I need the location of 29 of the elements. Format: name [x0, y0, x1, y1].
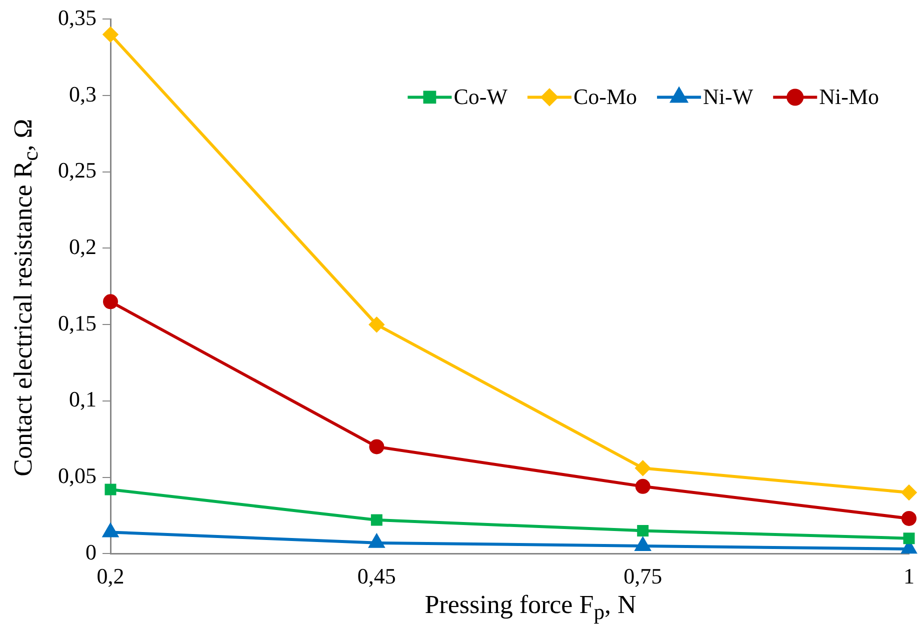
point	[103, 294, 118, 310]
y-tick-label: 0	[86, 539, 96, 564]
y-tick-label: 0,3	[69, 81, 96, 106]
x-tick-label: 0,2	[96, 564, 124, 589]
point	[369, 317, 384, 332]
x-tick-label: 0,45	[357, 564, 396, 589]
point	[103, 26, 118, 42]
x-axis-title: Pressing force F$_{p}$, N	[424, 590, 638, 626]
legend-label: Co-W	[454, 84, 508, 109]
y-tick-label: 0,35	[58, 4, 96, 30]
legend-label: Ni-Mo	[819, 84, 880, 109]
point	[369, 439, 384, 454]
point	[903, 532, 915, 544]
point	[635, 478, 650, 494]
y-tick-label: 0,15	[58, 310, 96, 336]
point	[370, 514, 382, 526]
legend-label: Co-Mo	[573, 84, 638, 109]
point	[902, 510, 916, 526]
y-tick-label: 0,1	[69, 386, 96, 412]
point	[635, 460, 650, 476]
y-tick-label: 0,25	[58, 158, 96, 183]
point	[637, 524, 649, 536]
x-tick-label: 1	[904, 564, 914, 589]
legend-label: Ni-W	[703, 84, 754, 109]
y-tick-label: 0,2	[69, 234, 96, 260]
point	[104, 484, 116, 496]
y-tick-label: 0,05	[58, 463, 96, 488]
x-tick-label: 0,75	[624, 564, 662, 589]
point	[902, 485, 916, 500]
